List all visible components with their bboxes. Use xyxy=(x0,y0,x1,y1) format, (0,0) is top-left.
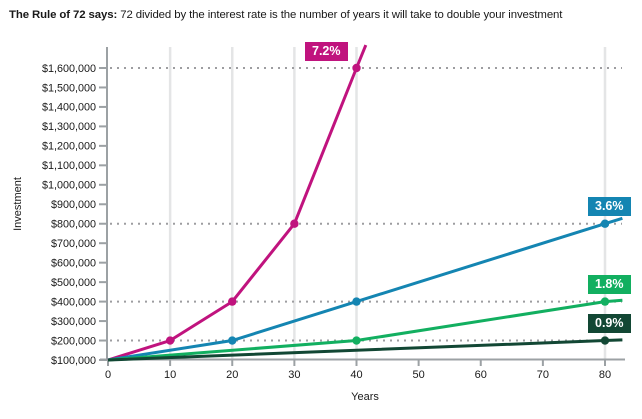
series-line-7-2- xyxy=(107,44,368,362)
x-tick-label: 30 xyxy=(288,369,300,381)
y-tick-label: $1,000,000 xyxy=(42,180,96,192)
y-tick-label: $400,000 xyxy=(51,296,96,308)
series-badge-7-2-: 7.2% xyxy=(305,41,348,61)
y-tick-label: $1,300,000 xyxy=(42,121,96,133)
y-tick-label: $100,000 xyxy=(51,355,96,367)
series-marker-7-2- xyxy=(352,63,361,73)
x-tick-label: 60 xyxy=(475,369,487,381)
series-marker-3-6- xyxy=(352,297,361,306)
series-marker-3-6- xyxy=(600,219,610,228)
y-tick-label: $900,000 xyxy=(51,199,96,211)
y-tick-label: $1,400,000 xyxy=(42,102,96,114)
chart-title-bold: The Rule of 72 says: xyxy=(9,9,118,21)
x-tick-label: 10 xyxy=(164,369,176,381)
series-marker-1-8- xyxy=(352,336,361,345)
y-tick-label: $800,000 xyxy=(51,219,96,231)
series-marker-7-2- xyxy=(228,297,237,306)
series-badge-3-6-: 3.6% xyxy=(588,196,631,216)
y-tick-label: $1,200,000 xyxy=(42,141,96,153)
chart-title-rest: 72 divided by the interest rate is the n… xyxy=(117,9,563,21)
series-line-0-9- xyxy=(107,338,623,362)
y-tick-label: $1,100,000 xyxy=(42,160,96,172)
series-badge-1-8-: 1.8% xyxy=(588,274,631,294)
y-tick-label: $700,000 xyxy=(51,238,96,250)
x-axis-label: Years xyxy=(351,391,379,403)
series-marker-1-8- xyxy=(600,297,610,306)
series-line-1-8- xyxy=(107,298,623,362)
series-marker-7-2- xyxy=(165,336,175,345)
x-tick-label: 50 xyxy=(413,369,425,381)
series-marker-3-6- xyxy=(228,336,237,345)
series-badge-0-9-: 0.9% xyxy=(588,313,631,333)
chart-title: The Rule of 72 says: 72 divided by the i… xyxy=(9,9,562,21)
x-tick-label: 0 xyxy=(105,369,111,381)
x-tick-label: 80 xyxy=(599,369,611,381)
y-tick-label: $200,000 xyxy=(51,335,96,347)
y-tick-label: $1,600,000 xyxy=(42,63,96,75)
series-marker-7-2- xyxy=(290,219,299,228)
y-tick-label: $1,500,000 xyxy=(42,82,96,94)
y-tick-label: $300,000 xyxy=(51,316,96,328)
x-tick-label: 20 xyxy=(226,369,238,381)
y-tick-label: $500,000 xyxy=(51,277,96,289)
series-marker-0-9- xyxy=(600,336,610,345)
x-tick-label: 40 xyxy=(350,369,362,381)
x-tick-label: 70 xyxy=(537,369,549,381)
y-tick-label: $600,000 xyxy=(51,257,96,269)
